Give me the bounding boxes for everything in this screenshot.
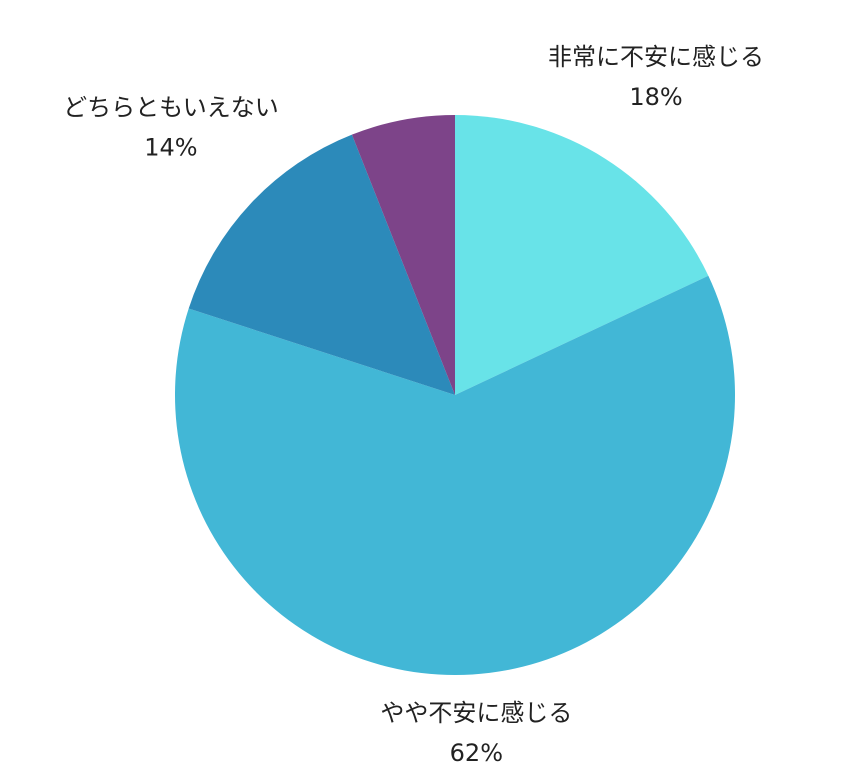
pie-slice bbox=[175, 275, 736, 675]
pie-slice bbox=[351, 115, 455, 395]
slice-value-label: 18% bbox=[629, 83, 682, 111]
slice-label: どちらともいえない bbox=[63, 93, 279, 121]
slice-label: 非常に不安に感じる bbox=[548, 43, 764, 71]
slice-value-label: 14% bbox=[144, 133, 197, 161]
slice-value-label: 62% bbox=[450, 739, 503, 767]
pie-slice bbox=[455, 115, 709, 395]
slice-label: やや不安に感じる bbox=[380, 699, 572, 727]
pie-slice bbox=[188, 134, 456, 395]
